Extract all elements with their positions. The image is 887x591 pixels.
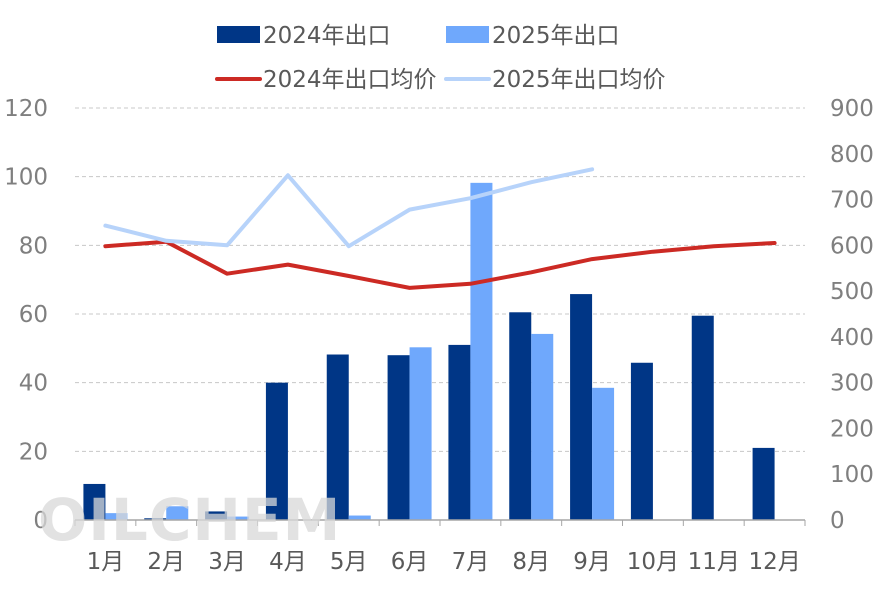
x-tick-label: 11月	[688, 549, 740, 575]
y-right-tick-label: 200	[830, 416, 874, 442]
line-2024-avg-price	[103, 239, 777, 290]
y-left-tick-label: 40	[19, 371, 48, 397]
legend-swatch	[217, 26, 260, 43]
bar-2025	[409, 347, 432, 520]
x-tick-label: 4月	[269, 549, 307, 575]
y-right-tick-label: 400	[830, 325, 874, 351]
legend-swatch	[446, 26, 489, 43]
bar-2024	[448, 344, 471, 520]
bar-2024	[570, 294, 593, 520]
x-tick-label: 7月	[452, 549, 490, 575]
bar-2024	[752, 447, 775, 520]
y-right-tick-label: 800	[830, 142, 874, 168]
y-left-tick-label: 20	[19, 439, 48, 465]
bar-2025	[227, 516, 250, 520]
legend-label: 2024年出口均价	[263, 67, 437, 93]
watermark-logo: OILCHEM	[38, 486, 341, 554]
x-tick-label: 8月	[512, 549, 550, 575]
bar-2024	[205, 511, 228, 520]
y-right-tick-label: 900	[830, 96, 874, 122]
bar-2025	[348, 515, 371, 520]
legend-label: 2024年出口	[263, 23, 391, 49]
bar-2024	[387, 355, 410, 520]
lines	[103, 167, 777, 290]
legend-label: 2025年出口	[492, 23, 620, 49]
bar-2024	[326, 354, 349, 520]
x-tick-label: 5月	[330, 549, 368, 575]
x-tick-label: 10月	[627, 549, 679, 575]
bar-2024	[509, 312, 532, 520]
line-2025-avg-price	[103, 167, 595, 249]
bar-2024	[265, 382, 288, 520]
y-right-tick-label: 700	[830, 188, 874, 214]
bar-2025	[105, 513, 128, 520]
bar-2024	[691, 315, 714, 520]
y-left-tick-label: 120	[4, 96, 48, 122]
bars	[83, 182, 775, 520]
y-left-tick-label: 0	[33, 508, 48, 534]
bar-2024	[630, 362, 653, 520]
y-right-tick-label: 600	[830, 233, 874, 259]
bar-2025	[531, 333, 554, 520]
x-tick-label: 12月	[748, 549, 800, 575]
bar-2024	[144, 518, 167, 520]
y-left-tick-label: 100	[4, 165, 48, 191]
gridlines	[75, 107, 805, 452]
y-left-tick-label: 80	[19, 233, 48, 259]
y-right-tick-label: 100	[830, 462, 874, 488]
y-right-tick-label: 300	[830, 371, 874, 397]
bar-2025	[166, 506, 189, 520]
bar-2025	[592, 387, 615, 520]
bar-2025	[470, 182, 493, 520]
axes: 0 20 40 60 80 100 120 0 100 200 300 400 500 600 700 800…	[4, 96, 874, 575]
x-tick-label: 6月	[391, 549, 429, 575]
x-tick-label: 9月	[573, 549, 611, 575]
bar-2024	[83, 483, 106, 520]
x-tick-label: 3月	[208, 549, 246, 575]
y-right-tick-label: 0	[830, 508, 845, 534]
x-tick-label: 2月	[147, 549, 185, 575]
x-tick-label: 1月	[87, 549, 125, 575]
y-right-tick-label: 500	[830, 279, 874, 305]
legend: 2024年出口 2025年出口 2024年出口均价 2025年出口均价	[215, 23, 666, 93]
legend-label: 2025年出口均价	[492, 67, 666, 93]
y-left-tick-label: 60	[19, 302, 48, 328]
